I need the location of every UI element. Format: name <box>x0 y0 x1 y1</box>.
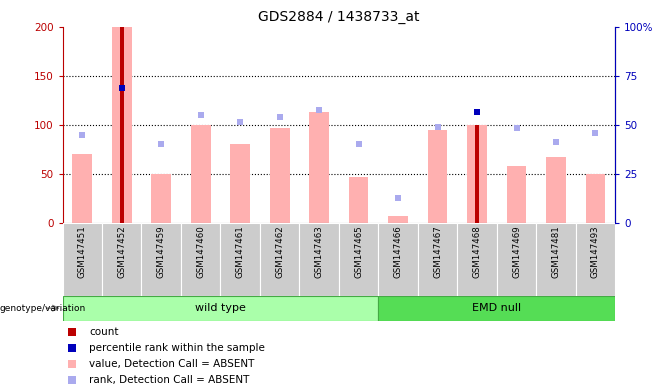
Bar <box>576 223 615 296</box>
Bar <box>388 216 408 223</box>
Text: GSM147460: GSM147460 <box>196 226 205 278</box>
Text: GSM147463: GSM147463 <box>315 226 324 278</box>
Bar <box>536 223 576 296</box>
Text: percentile rank within the sample: percentile rank within the sample <box>89 343 265 353</box>
Bar <box>546 157 566 223</box>
Text: GSM147481: GSM147481 <box>551 226 561 278</box>
Bar <box>497 223 536 296</box>
Bar <box>428 130 447 223</box>
Bar <box>181 223 220 296</box>
Bar <box>507 166 526 223</box>
Bar <box>339 223 378 296</box>
Bar <box>72 154 92 223</box>
Bar <box>230 144 250 223</box>
Bar <box>418 223 457 296</box>
Bar <box>102 223 141 296</box>
Bar <box>378 223 418 296</box>
Bar <box>378 296 615 321</box>
Text: GSM147493: GSM147493 <box>591 226 600 278</box>
Bar <box>309 112 329 223</box>
Text: GSM147451: GSM147451 <box>78 226 87 278</box>
Bar <box>260 223 299 296</box>
Bar <box>467 125 487 223</box>
Text: GSM147466: GSM147466 <box>393 226 403 278</box>
Text: wild type: wild type <box>195 303 246 313</box>
Bar <box>191 125 211 223</box>
Bar <box>299 223 339 296</box>
Bar <box>270 128 290 223</box>
Bar <box>63 296 378 321</box>
Title: GDS2884 / 1438733_at: GDS2884 / 1438733_at <box>258 10 420 25</box>
Bar <box>141 223 181 296</box>
Bar <box>112 27 132 223</box>
Text: rank, Detection Call = ABSENT: rank, Detection Call = ABSENT <box>89 374 249 384</box>
Text: genotype/variation: genotype/variation <box>0 304 86 313</box>
Text: GSM147468: GSM147468 <box>472 226 482 278</box>
Text: GSM147469: GSM147469 <box>512 226 521 278</box>
Text: GSM147465: GSM147465 <box>354 226 363 278</box>
Text: EMD null: EMD null <box>472 303 521 313</box>
Text: GSM147462: GSM147462 <box>275 226 284 278</box>
Text: GSM147467: GSM147467 <box>433 226 442 278</box>
Text: value, Detection Call = ABSENT: value, Detection Call = ABSENT <box>89 359 255 369</box>
Bar <box>457 223 497 296</box>
Bar <box>151 174 171 223</box>
Text: GSM147459: GSM147459 <box>157 226 166 278</box>
Text: GSM147461: GSM147461 <box>236 226 245 278</box>
Bar <box>63 223 102 296</box>
Bar <box>120 27 124 223</box>
Bar <box>475 125 479 223</box>
Text: GSM147452: GSM147452 <box>117 226 126 278</box>
Bar <box>349 177 368 223</box>
Bar <box>220 223 260 296</box>
Text: count: count <box>89 327 118 337</box>
Bar <box>586 174 605 223</box>
